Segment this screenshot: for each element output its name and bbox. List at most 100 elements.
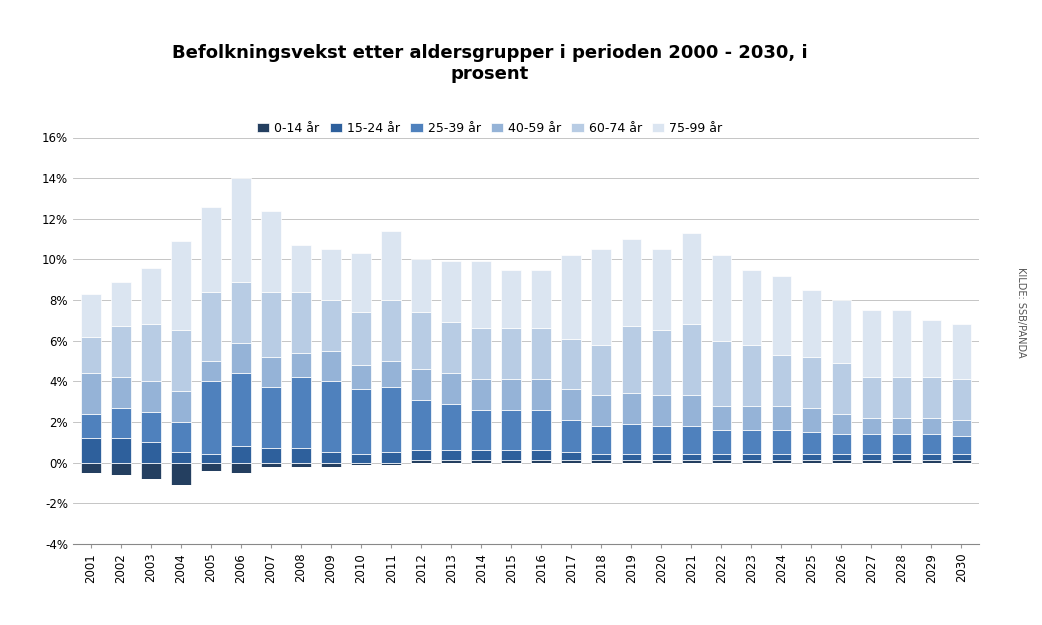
Bar [531, 329, 551, 379]
Bar [501, 461, 521, 462]
Bar [862, 377, 882, 418]
Bar [651, 454, 671, 461]
Bar [742, 345, 761, 406]
Bar [351, 312, 371, 365]
Bar [262, 292, 280, 357]
Bar [621, 394, 641, 424]
Bar [231, 446, 251, 462]
Bar [292, 448, 311, 462]
Bar [351, 389, 371, 454]
Bar [801, 454, 821, 461]
Bar [531, 450, 551, 461]
Bar [862, 461, 882, 462]
Bar [712, 341, 731, 406]
Bar [801, 408, 821, 432]
Bar [142, 324, 160, 381]
Bar [892, 454, 911, 461]
Bar [471, 410, 491, 450]
Bar [922, 320, 941, 377]
Bar [892, 461, 911, 462]
Bar [171, 422, 191, 452]
Bar [592, 396, 611, 426]
Bar [892, 418, 911, 434]
Bar [922, 418, 941, 434]
Bar [832, 454, 851, 461]
Bar [592, 345, 611, 396]
Bar [862, 310, 882, 377]
Bar [292, 245, 311, 292]
Bar [531, 461, 551, 462]
Bar [772, 430, 791, 454]
Bar [231, 178, 251, 282]
Bar [412, 461, 431, 462]
Bar [832, 300, 851, 363]
Bar [501, 410, 521, 450]
Bar [201, 454, 221, 462]
Bar [892, 434, 911, 454]
Bar [111, 462, 130, 475]
Bar [381, 388, 401, 452]
Bar [772, 355, 791, 406]
Bar [171, 331, 191, 391]
Bar [621, 239, 641, 326]
Bar [801, 432, 821, 454]
Bar [681, 324, 701, 396]
Bar [621, 461, 641, 462]
Bar [111, 377, 130, 408]
Bar [142, 268, 160, 324]
Bar [951, 461, 971, 462]
Bar [742, 269, 761, 345]
Bar [592, 426, 611, 454]
Bar [412, 312, 431, 369]
Bar [742, 461, 761, 462]
Bar [922, 377, 941, 418]
Bar [142, 462, 160, 479]
Bar [351, 454, 371, 462]
Bar [471, 261, 491, 329]
Bar [81, 373, 101, 414]
Bar [201, 462, 221, 471]
Bar [621, 326, 641, 394]
Bar [951, 454, 971, 461]
Bar [111, 438, 130, 462]
Bar [501, 450, 521, 461]
Bar [292, 352, 311, 377]
Bar [832, 414, 851, 434]
Bar [742, 454, 761, 461]
Bar [681, 233, 701, 324]
Bar [562, 461, 581, 462]
Bar [562, 452, 581, 461]
Bar [81, 336, 101, 373]
Bar [111, 282, 130, 326]
Bar [381, 361, 401, 388]
Bar [681, 426, 701, 454]
Bar [171, 241, 191, 331]
Bar [412, 450, 431, 461]
Text: Befolkningsvekst etter aldersgrupper i perioden 2000 - 2030, i
prosent: Befolkningsvekst etter aldersgrupper i p… [172, 44, 808, 82]
Bar [651, 396, 671, 426]
Bar [892, 377, 911, 418]
Bar [471, 329, 491, 379]
Bar [772, 461, 791, 462]
Bar [142, 412, 160, 442]
Bar [381, 231, 401, 300]
Bar [772, 454, 791, 461]
Bar [951, 379, 971, 420]
Bar [442, 404, 461, 450]
Bar [412, 259, 431, 312]
Bar [442, 322, 461, 373]
Bar [292, 462, 311, 466]
Bar [351, 462, 371, 464]
Bar [501, 329, 521, 379]
Bar [531, 379, 551, 410]
Bar [442, 373, 461, 404]
Bar [201, 292, 221, 361]
Bar [81, 294, 101, 336]
Bar [712, 454, 731, 461]
Bar [412, 399, 431, 450]
Bar [321, 351, 341, 381]
Bar [651, 249, 671, 331]
Bar [951, 436, 971, 454]
Bar [772, 406, 791, 430]
Bar [442, 450, 461, 461]
